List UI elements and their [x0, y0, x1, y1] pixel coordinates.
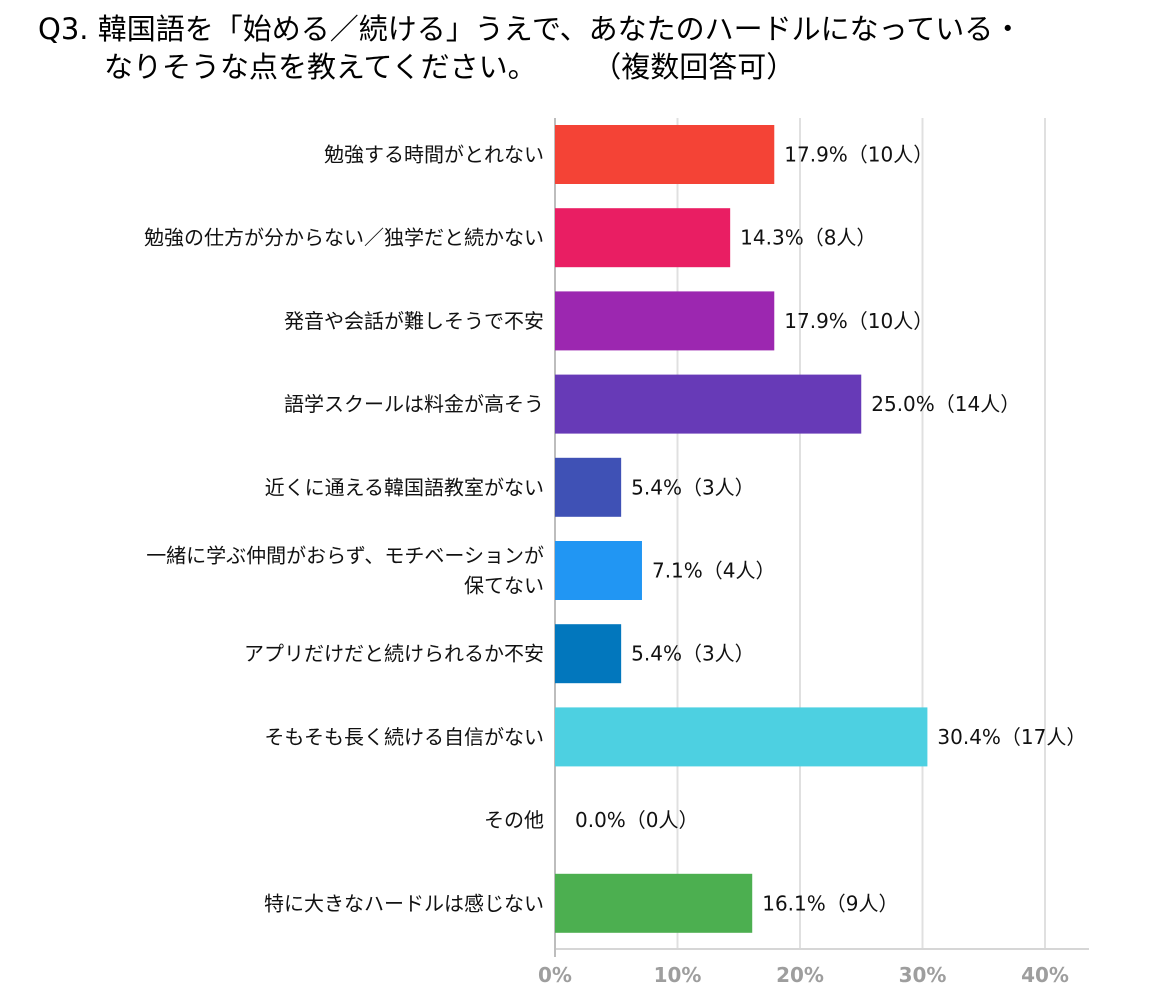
chart-title-line2: なりそうな点を教えてください。	[104, 50, 537, 84]
data-label: 17.9%（10人）	[784, 143, 933, 167]
category-label: 近くに通える韓国語教室がない	[265, 475, 544, 499]
x-tick-label: 20%	[776, 963, 824, 987]
data-label: 25.0%（14人）	[871, 392, 1020, 416]
x-tick-label: 40%	[1021, 963, 1069, 987]
data-label: 0.0%（0人）	[575, 808, 699, 832]
data-label: 14.3%（8人）	[740, 226, 876, 250]
bar	[555, 457, 622, 517]
data-label: 17.9%（10人）	[784, 309, 933, 333]
bar	[555, 125, 775, 184]
bar	[555, 374, 862, 434]
category-label: 勉強の仕方が分からない／独学だと続かない	[144, 226, 544, 250]
data-label: 5.4%（3人）	[631, 475, 755, 499]
category-label: 保てない	[464, 574, 544, 598]
chart-title: Q3. 韓国語を「始める／続ける」うえで、あなたのハードルになっている・ なりそ…	[38, 10, 1022, 86]
category-label: 勉強する時間がとれない	[324, 143, 544, 167]
chart-title-line1: Q3. 韓国語を「始める／続ける」うえで、あなたのハードルになっている・	[38, 12, 1023, 46]
category-label: 語学スクールは料金が高そう	[284, 392, 544, 416]
bar	[555, 873, 753, 933]
bar	[555, 541, 642, 600]
category-label: 発音や会話が難しそうで不安	[284, 309, 544, 333]
category-label: 一緒に学ぶ仲間がおらず、モチベーションが	[146, 544, 544, 568]
x-tick-label: 10%	[654, 963, 702, 987]
bar	[555, 208, 731, 268]
x-tick-label: 0%	[538, 963, 572, 987]
chart-title-note: （複数回答可）	[606, 50, 796, 84]
data-label: 7.1%（4人）	[652, 559, 776, 583]
x-tick-label: 30%	[899, 963, 947, 987]
bar	[555, 624, 622, 684]
data-label: 30.4%（17人）	[937, 725, 1086, 749]
data-label: 16.1%（9人）	[762, 891, 898, 915]
category-label: その他	[484, 808, 544, 832]
category-label: アプリだけだと続けられるか不安	[244, 642, 544, 666]
category-label: 特に大きなハードルは感じない	[264, 891, 544, 915]
data-label: 5.4%（3人）	[631, 642, 755, 666]
bar	[555, 291, 775, 351]
category-label: そもそも長く続ける自信がない	[264, 725, 544, 749]
bar	[555, 707, 928, 767]
